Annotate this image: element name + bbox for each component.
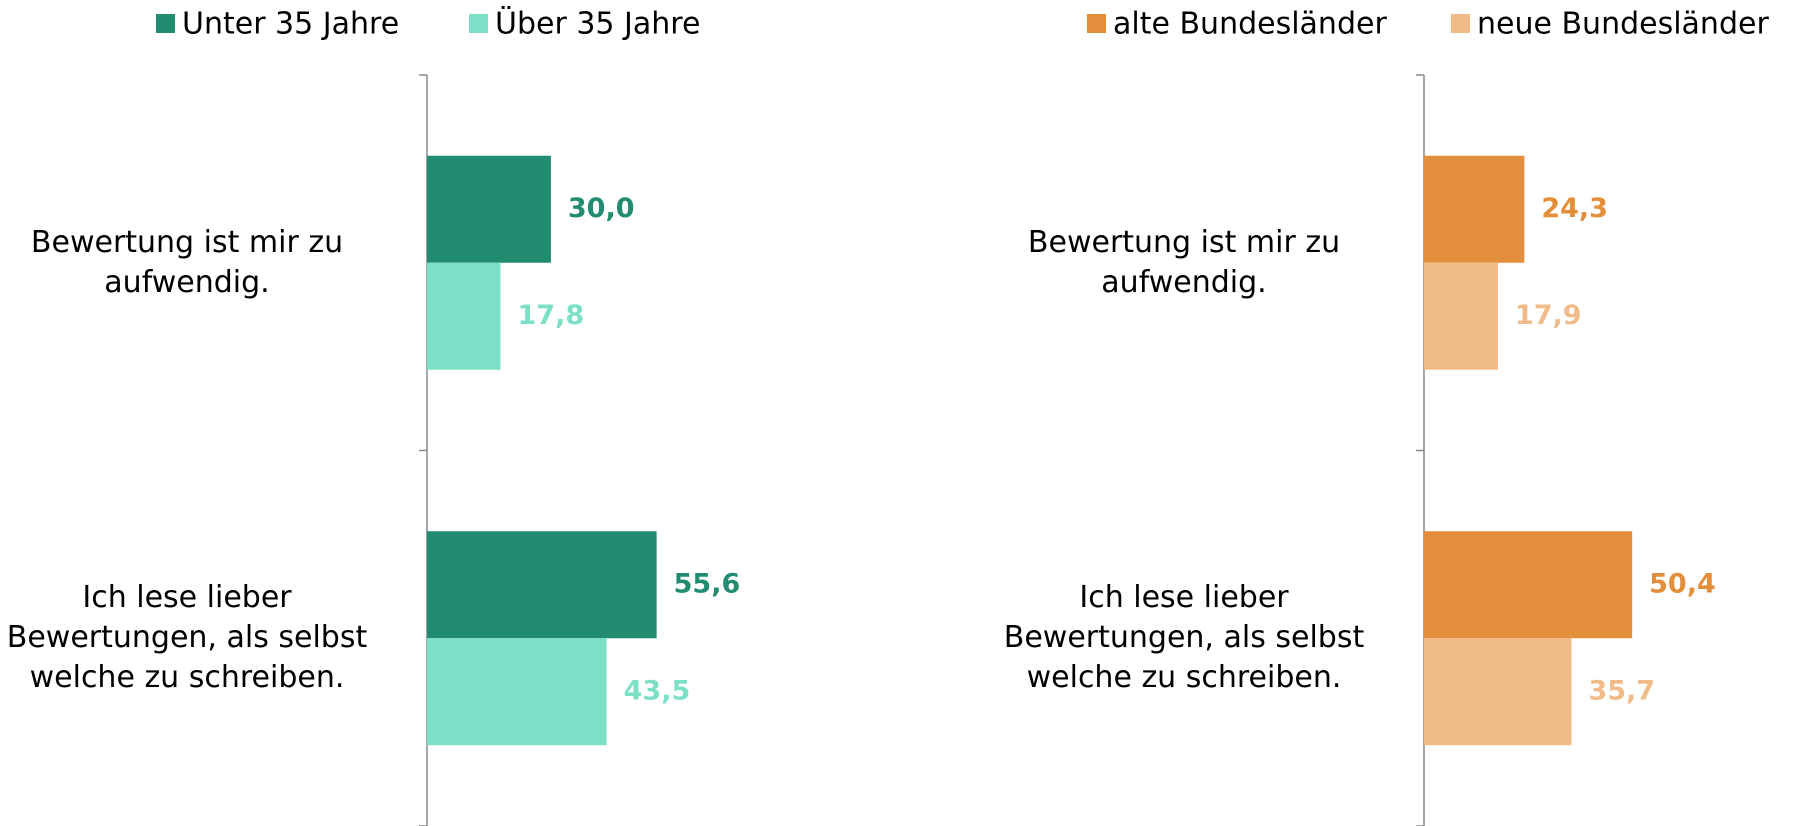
- bar: [427, 638, 607, 746]
- category-label: Ich lese lieber Bewertungen, als selbst …: [6, 580, 368, 696]
- legend-swatch: [156, 14, 175, 33]
- value-label: 43,5: [624, 675, 691, 706]
- bar: [427, 262, 501, 370]
- value-label: 17,9: [1515, 300, 1582, 331]
- category-label: Bewertung ist mir zu aufwendig.: [30, 224, 344, 300]
- legend-swatch: [469, 14, 488, 33]
- legend-label: neue Bundesländer: [1477, 7, 1769, 42]
- value-label: 24,3: [1541, 193, 1608, 224]
- legend-label: Über 35 Jahre: [495, 6, 700, 42]
- bar: [427, 531, 657, 639]
- value-label: 30,0: [568, 193, 635, 224]
- value-label: 50,4: [1649, 568, 1716, 599]
- category-label: Ich lese lieber Bewertungen, als selbst …: [1003, 580, 1365, 696]
- bar: [1424, 531, 1633, 639]
- bar: [1424, 638, 1572, 746]
- legend-swatch: [1451, 14, 1470, 33]
- legend-label: Unter 35 Jahre: [182, 7, 399, 42]
- legend-label: alte Bundesländer: [1113, 7, 1387, 42]
- value-label: 55,6: [674, 568, 741, 599]
- value-label: 17,8: [518, 300, 585, 331]
- bar: [427, 155, 551, 263]
- bar: [1424, 155, 1525, 263]
- bar: [1424, 262, 1498, 370]
- category-label: Bewertung ist mir zu aufwendig.: [1027, 224, 1341, 300]
- value-label: 35,7: [1588, 675, 1655, 706]
- legend-swatch: [1087, 14, 1106, 33]
